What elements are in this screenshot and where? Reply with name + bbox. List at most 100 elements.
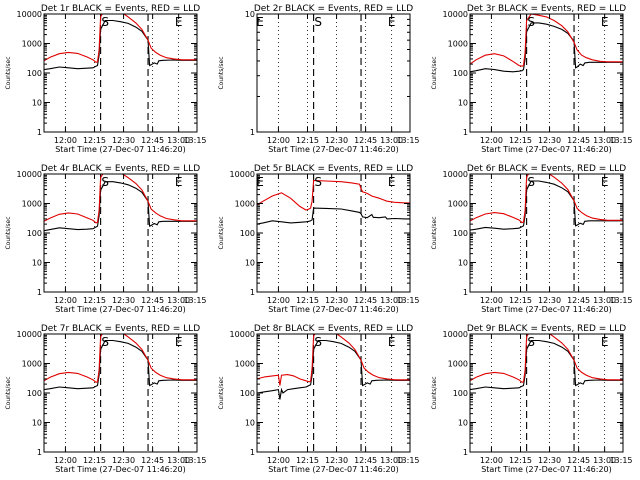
series-line-lld bbox=[257, 334, 410, 386]
x-tick-label: 12:15 bbox=[296, 136, 319, 145]
panel-title: Det 4r BLACK = Events, RED = LLD bbox=[41, 164, 200, 174]
x-axis-label: Start Time (27-Dec-07 11:46:20) bbox=[55, 145, 186, 154]
y-tick-label: 10 bbox=[458, 259, 468, 268]
x-tick-label: 13:00 bbox=[593, 296, 616, 305]
x-axis-label: Start Time (27-Dec-07 11:46:20) bbox=[55, 465, 186, 474]
series-group bbox=[44, 334, 197, 391]
event-marker-s: S bbox=[314, 15, 322, 29]
x-tick-label: 13:00 bbox=[167, 296, 190, 305]
series-line-events bbox=[44, 339, 197, 391]
x-axis-label: Start Time (27-Dec-07 11:46:20) bbox=[481, 465, 612, 474]
x-tick-label: 12:00 bbox=[267, 136, 290, 145]
y-axis-label: Counts/sec bbox=[218, 376, 225, 409]
x-axis-label: Start Time (27-Dec-07 11:46:20) bbox=[268, 465, 399, 474]
x-tick-label: 12:30 bbox=[538, 136, 561, 145]
event-marker-e: E bbox=[601, 335, 609, 349]
x-tick-label: 12:30 bbox=[538, 296, 561, 305]
x-axis-label: Start Time (27-Dec-07 11:46:20) bbox=[268, 305, 399, 314]
y-tick-label: 100 bbox=[240, 389, 255, 398]
series-group bbox=[257, 334, 410, 400]
series-line-events bbox=[470, 22, 623, 73]
y-tick-label: 100 bbox=[27, 69, 42, 78]
y-tick-label: 10000 bbox=[17, 170, 42, 179]
y-axis-label: Counts/sec bbox=[5, 56, 12, 89]
y-tick-label: 10 bbox=[458, 99, 468, 108]
y-tick-label: 10 bbox=[32, 259, 42, 268]
x-tick-label: 12:00 bbox=[267, 296, 290, 305]
panel-title: Det 3r BLACK = Events, RED = LLD bbox=[467, 4, 626, 14]
x-tick-label: 12:30 bbox=[325, 296, 348, 305]
series-line-lld bbox=[44, 174, 197, 224]
series-line-lld bbox=[257, 179, 410, 211]
x-tick-label: 13:15 bbox=[396, 456, 419, 465]
y-tick-label: 1 bbox=[37, 128, 42, 137]
event-marker-e: E bbox=[175, 15, 183, 29]
series-group bbox=[257, 179, 410, 225]
x-tick-label: 13:00 bbox=[593, 456, 616, 465]
y-tick-label: 1000 bbox=[448, 360, 468, 369]
event-marker-s: S bbox=[527, 15, 535, 29]
y-tick-label: 10 bbox=[32, 419, 42, 428]
x-tick-label: 13:15 bbox=[183, 136, 206, 145]
y-tick-label: 1 bbox=[463, 448, 468, 457]
series-group bbox=[470, 14, 623, 73]
panel-det-4: Det 4r BLACK = Events, RED = LLD 1 10 100 10… bbox=[5, 164, 207, 314]
y-tick-label: 1000 bbox=[22, 360, 42, 369]
x-axis-label: Start Time (27-Dec-07 11:46:20) bbox=[55, 305, 186, 314]
x-tick-label: 13:15 bbox=[396, 136, 419, 145]
y-tick-label: 1000 bbox=[235, 360, 255, 369]
y-tick-label: 100 bbox=[453, 389, 468, 398]
x-tick-label: 12:15 bbox=[83, 456, 106, 465]
x-axis-label: Start Time (27-Dec-07 11:46:20) bbox=[268, 145, 399, 154]
panel-title: Det 8r BLACK = Events, RED = LLD bbox=[254, 324, 413, 334]
x-tick-label: 13:00 bbox=[593, 136, 616, 145]
y-tick-label: 10 bbox=[458, 419, 468, 428]
x-tick-label: 12:15 bbox=[83, 136, 106, 145]
y-axis-label: Counts/sec bbox=[431, 216, 438, 249]
x-tick-label: 13:15 bbox=[609, 456, 632, 465]
panel-det-8: Det 8r BLACK = Events, RED = LLD 1 10 100 10… bbox=[218, 324, 420, 474]
y-tick-label: 100 bbox=[27, 229, 42, 238]
series-line-lld bbox=[470, 14, 623, 67]
panel-det-5: Det 5r BLACK = Events, RED = LLD 1 10 100 10… bbox=[218, 164, 420, 314]
y-tick-label: 1000 bbox=[22, 200, 42, 209]
x-tick-label: 12:15 bbox=[509, 296, 532, 305]
series-line-events bbox=[257, 207, 410, 225]
event-marker-s: S bbox=[527, 335, 535, 349]
event-marker-s: S bbox=[101, 335, 109, 349]
series-group bbox=[44, 174, 197, 232]
x-tick-label: 12:00 bbox=[267, 456, 290, 465]
x-tick-label: 12:00 bbox=[54, 456, 77, 465]
series-line-events bbox=[257, 339, 410, 400]
event-marker-s: S bbox=[101, 15, 109, 29]
y-tick-label: 1 bbox=[37, 288, 42, 297]
series-group bbox=[470, 334, 623, 391]
y-tick-label: 10 bbox=[245, 419, 255, 428]
panel-title: Det 7r BLACK = Events, RED = LLD bbox=[41, 324, 200, 334]
x-tick-label: 12:15 bbox=[296, 296, 319, 305]
x-tick-label: 12:00 bbox=[54, 136, 77, 145]
event-marker-s: S bbox=[314, 335, 322, 349]
x-tick-label: 12:45 bbox=[567, 296, 590, 305]
panel-det-3: Det 3r BLACK = Events, RED = LLD 1 10 100 10… bbox=[431, 4, 633, 154]
series-line-events bbox=[44, 19, 197, 71]
event-marker-s: S bbox=[314, 175, 322, 189]
y-axis-label: Counts/sec bbox=[218, 56, 225, 89]
panel-title: Det 5r BLACK = Events, RED = LLD bbox=[254, 164, 413, 174]
x-tick-label: 13:15 bbox=[183, 296, 206, 305]
x-tick-label: 12:15 bbox=[509, 136, 532, 145]
y-tick-label: 100 bbox=[453, 229, 468, 238]
x-tick-label: 13:00 bbox=[380, 456, 403, 465]
panel-title: Det 2r BLACK = Events, RED = LLD bbox=[254, 4, 413, 14]
x-tick-label: 12:45 bbox=[354, 136, 377, 145]
panel-det-6: Det 6r BLACK = Events, RED = LLD 1 10 100 10… bbox=[431, 164, 633, 314]
event-marker-e: E bbox=[388, 335, 396, 349]
x-tick-label: 12:45 bbox=[141, 456, 164, 465]
x-axis-label: Start Time (27-Dec-07 11:46:20) bbox=[481, 145, 612, 154]
x-tick-label: 13:15 bbox=[609, 136, 632, 145]
y-tick-label: 10 bbox=[32, 99, 42, 108]
x-tick-label: 12:15 bbox=[83, 296, 106, 305]
series-line-lld bbox=[470, 334, 623, 383]
event-marker-e: E bbox=[175, 335, 183, 349]
x-tick-label: 12:15 bbox=[509, 456, 532, 465]
